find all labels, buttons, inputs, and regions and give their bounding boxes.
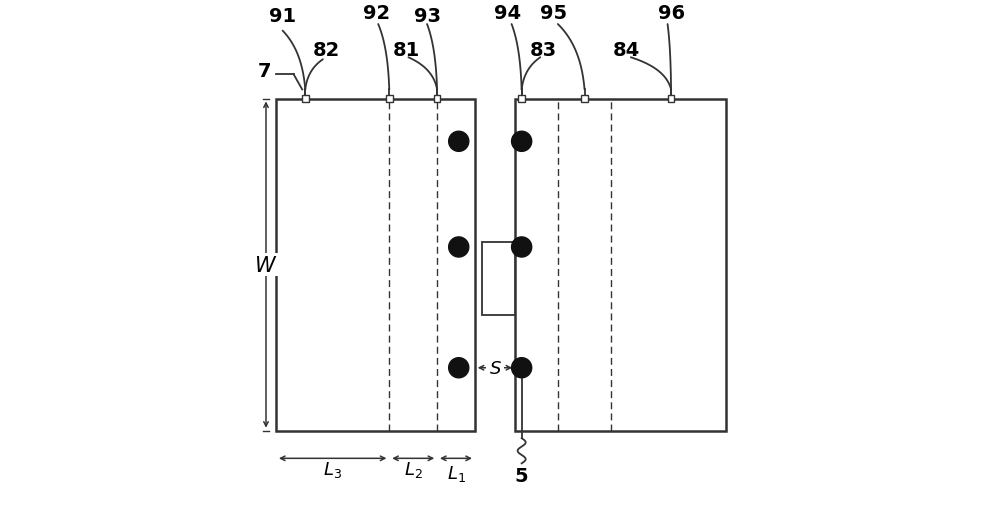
Text: 91: 91 bbox=[269, 7, 296, 26]
Bar bbox=[581, 96, 588, 103]
Text: $L_2$: $L_2$ bbox=[404, 460, 423, 479]
Bar bbox=[668, 96, 674, 103]
Bar bbox=[276, 99, 475, 431]
Text: 92: 92 bbox=[363, 5, 390, 23]
Text: 94: 94 bbox=[494, 5, 522, 23]
Bar bbox=[302, 96, 309, 103]
Circle shape bbox=[449, 132, 469, 152]
Bar bbox=[518, 96, 525, 103]
Bar bbox=[515, 99, 726, 431]
Text: 95: 95 bbox=[540, 5, 567, 23]
Text: 96: 96 bbox=[658, 5, 685, 23]
Text: $S$: $S$ bbox=[489, 359, 501, 377]
Text: 81: 81 bbox=[392, 40, 420, 60]
Circle shape bbox=[512, 358, 532, 378]
Circle shape bbox=[512, 237, 532, 258]
Circle shape bbox=[449, 358, 469, 378]
Text: $L_3$: $L_3$ bbox=[323, 460, 342, 479]
Circle shape bbox=[449, 237, 469, 258]
Bar bbox=[386, 96, 393, 103]
Text: 82: 82 bbox=[313, 40, 340, 60]
Circle shape bbox=[512, 132, 532, 152]
Text: 83: 83 bbox=[530, 40, 557, 60]
Text: 84: 84 bbox=[613, 40, 640, 60]
Text: 93: 93 bbox=[414, 7, 441, 26]
Text: 5: 5 bbox=[515, 467, 528, 485]
Text: $W$: $W$ bbox=[254, 255, 278, 275]
Bar bbox=[434, 96, 440, 103]
Bar bbox=[482, 242, 515, 315]
Text: $L_1$: $L_1$ bbox=[447, 464, 465, 483]
Text: 7: 7 bbox=[258, 62, 271, 81]
